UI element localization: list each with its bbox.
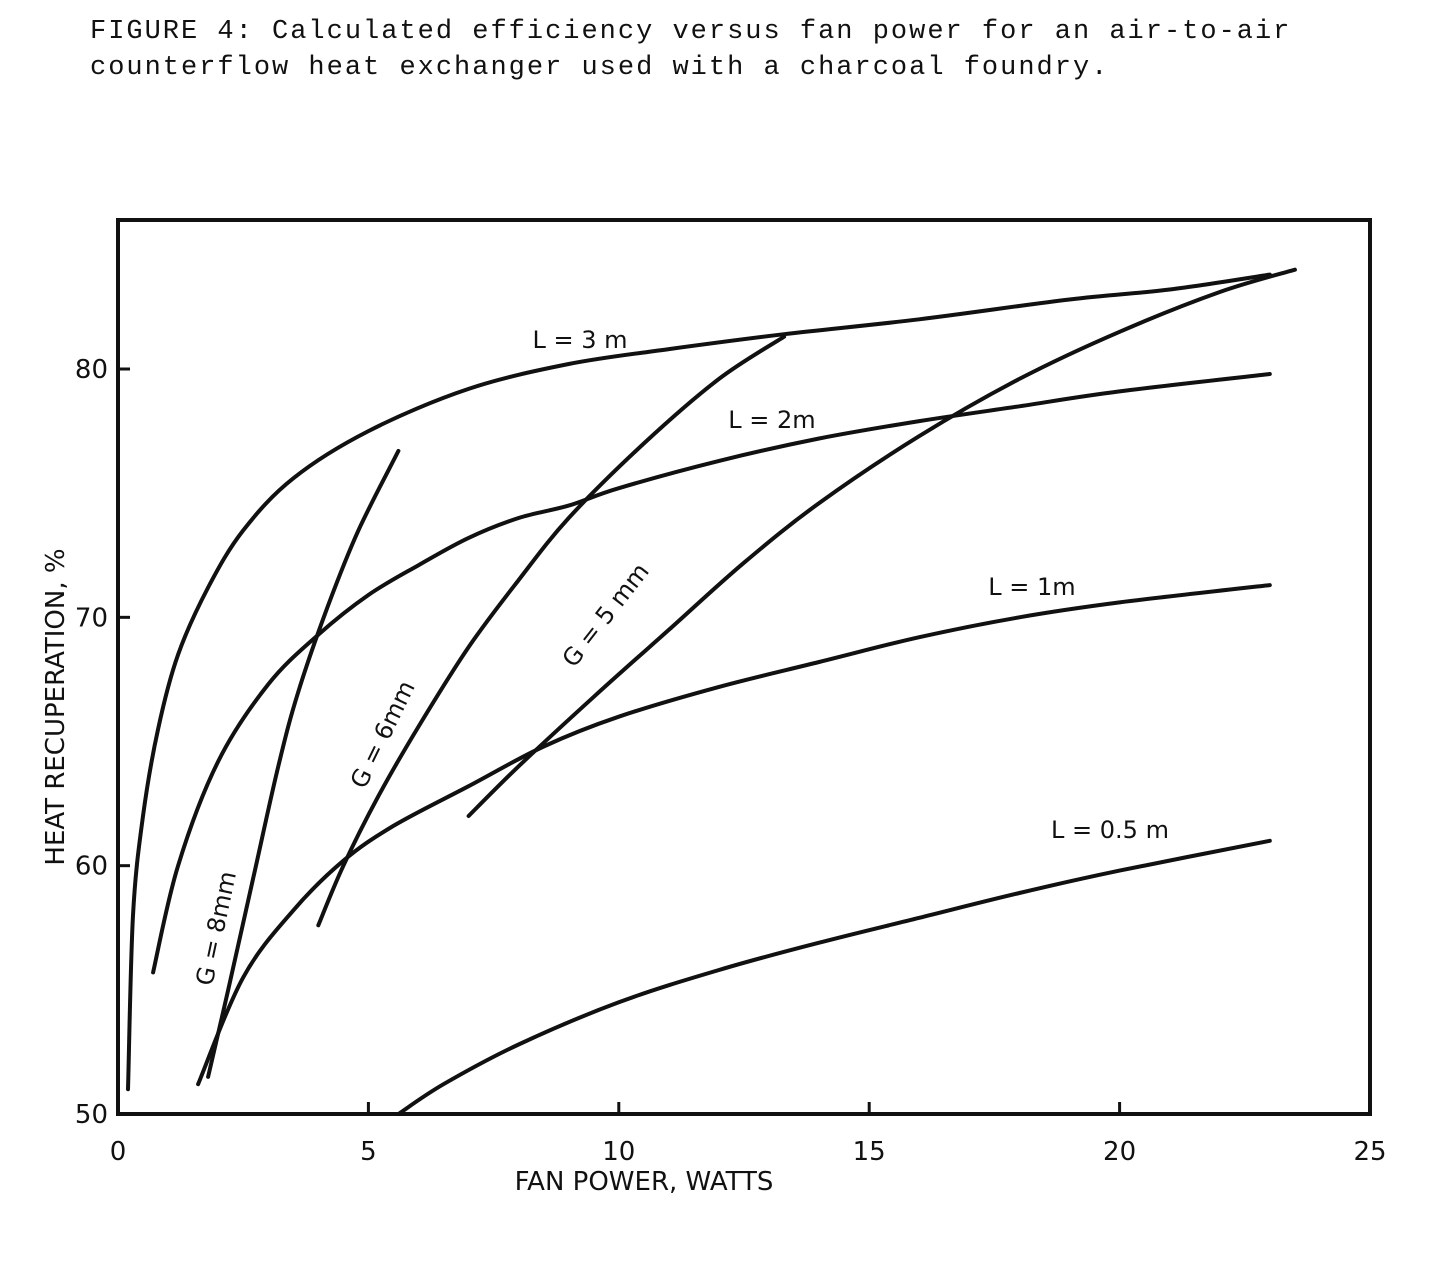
series-line: [466, 267, 1297, 818]
series-label: G = 6mm: [345, 676, 421, 793]
x-tick-label: 20: [1103, 1137, 1136, 1167]
chart-axes: 0 5 10 15 20 25 50 60 70 80 FAN POWER, WATTS HEAT R…: [41, 218, 1387, 1197]
series-line: [196, 583, 1272, 1087]
x-tick-label: 25: [1353, 1137, 1386, 1167]
series-label: L = 3 m: [532, 326, 627, 354]
plot-frame: [116, 218, 1372, 1116]
chart-curves: [126, 267, 1297, 1116]
figure-caption: FIGURE 4: Calculated efficiency versus f…: [90, 17, 1292, 83]
x-tick-label: 15: [853, 1137, 886, 1167]
series-line: [126, 272, 1272, 1092]
y-axis-label: HEAT RECUPERATION, %: [41, 548, 71, 865]
x-tick-label: 0: [110, 1137, 127, 1167]
y-tick-label: 50: [75, 1100, 108, 1130]
series-label: L = 1m: [988, 573, 1075, 601]
x-axis-label: FAN POWER, WATTS: [515, 1167, 774, 1197]
series-line: [316, 334, 787, 928]
y-tick-label: 70: [75, 603, 108, 633]
series-line: [206, 448, 401, 1079]
x-tick-label: 10: [602, 1137, 635, 1167]
series-label: L = 0.5 m: [1051, 816, 1169, 844]
y-tick-label: 60: [75, 852, 108, 882]
y-tick-label: 80: [75, 355, 108, 385]
x-tick-label: 5: [360, 1137, 377, 1167]
series-label: L = 2m: [728, 406, 815, 434]
series-line: [396, 838, 1272, 1116]
series-line: [151, 372, 1272, 975]
